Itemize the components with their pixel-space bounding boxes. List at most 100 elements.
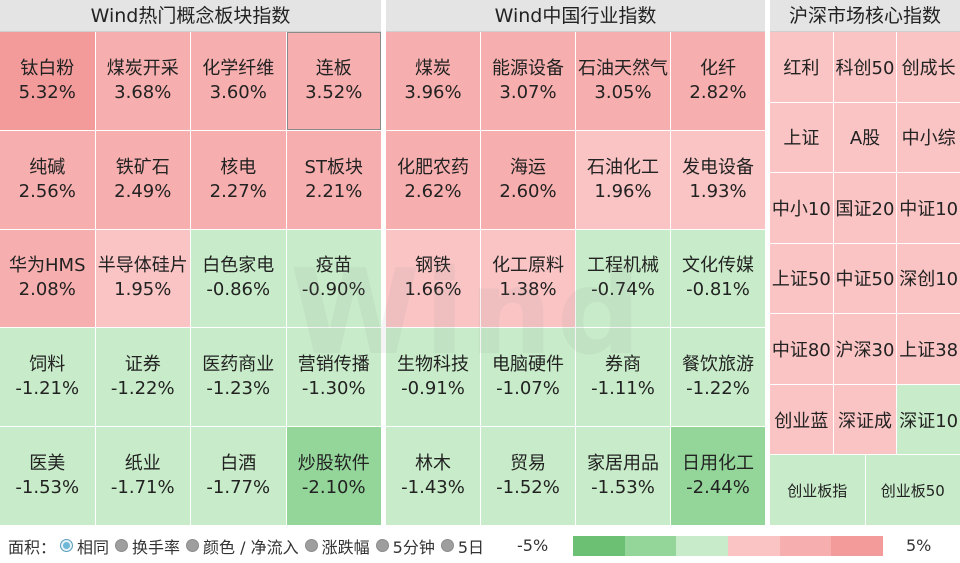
industry-tile[interactable]: 日用化工 -2.44%	[671, 427, 765, 525]
concept-tile-name: 纸业	[124, 453, 161, 475]
concept-tile[interactable]: ST板块 2.21%	[286, 130, 381, 229]
industry-tile-change: 2.82%	[689, 81, 747, 103]
concept-tile-change: 2.56%	[18, 180, 76, 202]
area-option[interactable]: 颜色 / 净流入	[186, 534, 299, 558]
area-label: 面积：	[8, 537, 57, 557]
core-index-tile[interactable]: 上证50	[770, 243, 833, 314]
concept-tile-name: 核电	[220, 156, 257, 178]
industry-tile-name: 日用化工	[682, 453, 754, 475]
concept-tile[interactable]: 半导体硅片 1.95%	[95, 229, 190, 328]
radio-icon[interactable]	[375, 539, 389, 552]
concept-tile[interactable]: 证券 -1.22%	[95, 328, 190, 427]
core-index-tile[interactable]: 中证10	[897, 173, 960, 243]
radio-icon[interactable]	[115, 539, 129, 552]
core-index-tile[interactable]: 国证20	[833, 173, 897, 243]
legend-swatch	[779, 536, 832, 556]
concept-tile-name: 华为HMS	[9, 255, 86, 277]
core-index-tile[interactable]: 中证50	[833, 243, 897, 314]
concept-tile-change: -0.90%	[301, 279, 366, 301]
core-index-tile[interactable]: 深证10	[897, 384, 960, 455]
concept-tile-change: 5.32%	[18, 81, 76, 103]
core-index-tile[interactable]: 上证	[770, 102, 833, 173]
industry-tile[interactable]: 海运 2.60%	[481, 130, 575, 229]
area-option-label: 涨跌幅	[321, 537, 370, 557]
concept-tile-name: 铁矿石	[115, 156, 170, 178]
core-index-tile[interactable]: 沪深30	[833, 314, 897, 384]
industry-tile[interactable]: 电脑硬件 -1.07%	[481, 328, 575, 427]
concept-tile-change: 2.08%	[18, 279, 76, 301]
industry-tile-change: -0.91%	[401, 378, 465, 400]
industry-tile[interactable]: 能源设备 3.07%	[481, 32, 575, 130]
core-index-tile[interactable]: 创业板50	[865, 455, 960, 525]
core-index-tile[interactable]: 中小综	[897, 102, 960, 173]
core-index-tile[interactable]: 深证成	[833, 384, 897, 455]
concept-tile[interactable]: 疫苗 -0.90%	[286, 229, 381, 328]
core-index-tile[interactable]: 上证38	[897, 314, 960, 384]
industry-tile[interactable]: 贸易 -1.52%	[481, 427, 575, 525]
radio-icon[interactable]	[304, 539, 318, 552]
industry-tile[interactable]: 家居用品 -1.53%	[576, 427, 670, 525]
industry-tile-change: 1.66%	[404, 279, 462, 301]
core-index-tile[interactable]: 创成长	[897, 32, 960, 102]
concept-tile[interactable]: 医美 -1.53%	[0, 427, 95, 525]
concept-tile[interactable]: 华为HMS 2.08%	[0, 229, 95, 328]
area-option[interactable]: 涨跌幅	[304, 534, 370, 558]
concept-tile-change: -1.77%	[206, 477, 271, 499]
area-option[interactable]: 换手率	[115, 534, 180, 558]
industry-tile[interactable]: 化纤 2.82%	[671, 32, 765, 130]
industry-tile-change: -1.07%	[496, 378, 560, 400]
concept-tile[interactable]: 煤炭开采 3.68%	[95, 32, 190, 130]
industry-tile[interactable]: 石油天然气 3.05%	[576, 32, 670, 130]
core-index-tile[interactable]: 科创50	[833, 32, 897, 102]
industry-tile-name: 电脑硬件	[492, 354, 564, 376]
radio-icon[interactable]	[186, 539, 200, 552]
radio-icon[interactable]	[60, 539, 74, 552]
area-option[interactable]: 相同	[60, 534, 109, 558]
area-option[interactable]: 5日	[440, 534, 484, 558]
concept-tile[interactable]: 白酒 -1.77%	[191, 427, 286, 525]
concept-tile-name: 钛白粉	[20, 57, 75, 79]
concept-tile[interactable]: 核电 2.27%	[191, 130, 286, 229]
core-index-tile[interactable]: 深创10	[897, 243, 960, 314]
industry-tile[interactable]: 券商 -1.11%	[576, 328, 670, 427]
concept-tile[interactable]: 铁矿石 2.49%	[95, 130, 190, 229]
industry-tile-change: -1.43%	[401, 477, 465, 499]
industry-tile[interactable]: 发电设备 1.93%	[671, 130, 765, 229]
concept-tile[interactable]: 饲料 -1.21%	[0, 328, 95, 427]
core-index-tile[interactable]: 中证80	[770, 314, 833, 384]
core-index-tile[interactable]: A股	[833, 102, 897, 173]
concept-tile[interactable]: 白色家电 -0.86%	[191, 229, 286, 328]
radio-icon[interactable]	[440, 539, 454, 552]
area-option-label: 颜色 / 净流入	[203, 537, 299, 557]
concept-tile-change: -1.22%	[110, 378, 175, 400]
core-index-tile[interactable]: 红利	[770, 32, 833, 102]
industry-tile[interactable]: 餐饮旅游 -1.22%	[671, 328, 765, 427]
concept-tile[interactable]: 钛白粉 5.32%	[0, 32, 95, 130]
core-index-tile[interactable]: 创业板指	[770, 455, 865, 525]
core-index-tile[interactable]: 中小10	[770, 173, 833, 243]
core-index-tile[interactable]: 创业蓝	[770, 384, 833, 455]
industry-tile[interactable]: 文化传媒 -0.81%	[671, 229, 765, 328]
concept-tile[interactable]: 纯碱 2.56%	[0, 130, 95, 229]
industry-tile[interactable]: 钢铁 1.66%	[386, 229, 480, 328]
industry-tile[interactable]: 林木 -1.43%	[386, 427, 480, 525]
color-legend	[573, 536, 883, 556]
concept-tile-change: 1.95%	[114, 279, 172, 301]
industry-tile-change: -1.22%	[686, 378, 750, 400]
industry-tile[interactable]: 工程机械 -0.74%	[576, 229, 670, 328]
industry-tile[interactable]: 煤炭 3.96%	[386, 32, 480, 130]
industry-tile[interactable]: 化肥农药 2.62%	[386, 130, 480, 229]
industry-tile-name: 文化传媒	[682, 255, 754, 277]
area-option[interactable]: 5分钟	[375, 534, 435, 558]
concept-tile[interactable]: 纸业 -1.71%	[95, 427, 190, 525]
concept-tile[interactable]: 连板 3.52%	[286, 32, 381, 130]
concept-tile[interactable]: 医药商业 -1.23%	[191, 328, 286, 427]
concept-tile[interactable]: 营销传播 -1.30%	[286, 328, 381, 427]
industry-tile[interactable]: 生物科技 -0.91%	[386, 328, 480, 427]
industry-tile-name: 家居用品	[587, 453, 659, 475]
industry-tile[interactable]: 化工原料 1.38%	[481, 229, 575, 328]
industry-tile-name: 发电设备	[682, 156, 754, 178]
industry-tile[interactable]: 石油化工 1.96%	[576, 130, 670, 229]
concept-tile[interactable]: 化学纤维 3.60%	[191, 32, 286, 130]
concept-tile[interactable]: 炒股软件 -2.10%	[286, 427, 381, 525]
